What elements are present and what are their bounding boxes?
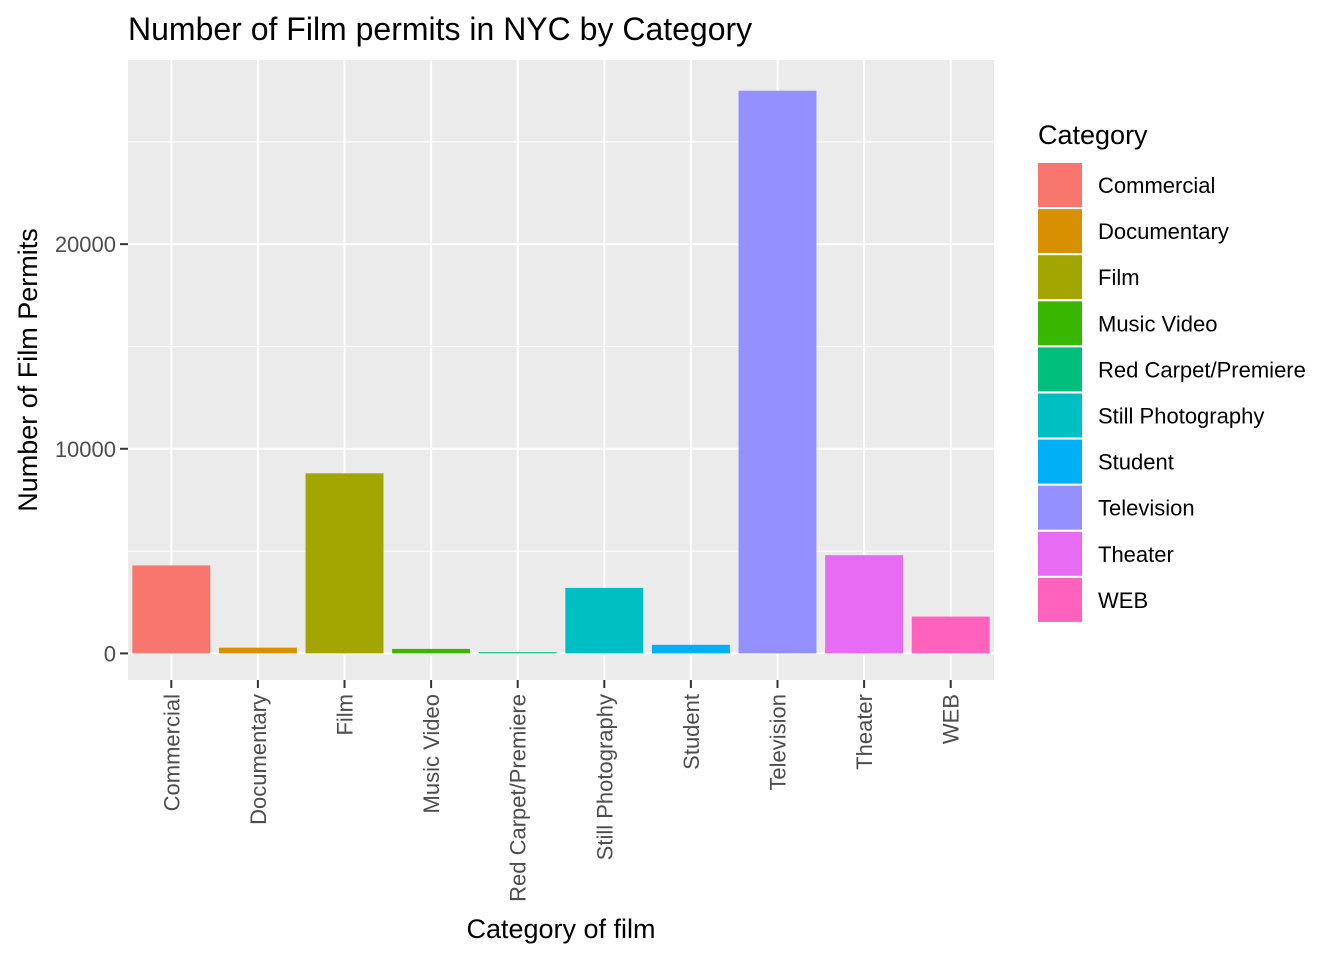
legend-key [1038, 577, 1082, 622]
x-tick-label: Red Carpet/Premiere [506, 694, 531, 902]
bar-commercial [132, 565, 211, 654]
legend-label: Still Photography [1098, 404, 1264, 429]
bar-web [911, 616, 990, 654]
x-tick-label: Documentary [246, 694, 271, 825]
legend-key [1038, 255, 1082, 300]
x-tick-label: Still Photography [592, 694, 617, 860]
legend-items: Commercial Documentary Film Music Video Red … [1038, 163, 1306, 622]
y-tick-label: 20000 [55, 232, 116, 257]
legend: Category Commercial Documentary Film Music … [1038, 120, 1306, 622]
bars [132, 90, 990, 654]
legend-label: Television [1098, 496, 1195, 521]
legend-label: Music Video [1098, 311, 1217, 336]
legend-title: Category [1038, 120, 1148, 150]
legend-key [1038, 347, 1082, 392]
legend-label: Film [1098, 265, 1140, 290]
x-tick-label: Television [766, 694, 791, 791]
y-tick-label: 0 [104, 641, 116, 666]
legend-key [1038, 163, 1082, 207]
bar-television [738, 90, 817, 654]
bar-film [305, 473, 384, 654]
bar-red-carpet-premiere [478, 652, 557, 654]
legend-key [1038, 393, 1082, 438]
bar-documentary [218, 647, 297, 654]
legend-key [1038, 439, 1082, 484]
legend-key [1038, 531, 1082, 576]
x-tick-label: Film [333, 694, 358, 736]
legend-label: Commercial [1098, 173, 1215, 198]
legend-key [1038, 301, 1082, 346]
y-axis-title: Number of Film Permits [13, 228, 43, 512]
x-axis: Commercial Documentary Film Music Video Red … [159, 680, 964, 902]
legend-label: Red Carpet/Premiere [1098, 357, 1306, 382]
x-axis-title: Category of film [466, 914, 655, 944]
legend-key [1038, 209, 1082, 254]
bar-theater [825, 555, 904, 654]
minor-gridlines [128, 141, 994, 552]
legend-label: Documentary [1098, 219, 1229, 244]
bar-student [651, 644, 730, 654]
x-tick-label: Commercial [159, 694, 184, 811]
chart-title: Number of Film permits in NYC by Categor… [128, 11, 752, 47]
y-axis: 0 10000 20000 [55, 232, 128, 666]
legend-key [1038, 485, 1082, 530]
bar-music-video [392, 648, 471, 654]
x-tick-label: Student [679, 694, 704, 770]
bar-still-photography [565, 587, 644, 654]
legend-label: Student [1098, 450, 1174, 475]
x-tick-label: Music Video [419, 694, 444, 813]
x-tick-label: WEB [939, 694, 964, 744]
legend-label: WEB [1098, 588, 1148, 613]
legend-label: Theater [1098, 542, 1174, 567]
y-tick-label: 10000 [55, 437, 116, 462]
x-tick-label: Theater [852, 694, 877, 770]
